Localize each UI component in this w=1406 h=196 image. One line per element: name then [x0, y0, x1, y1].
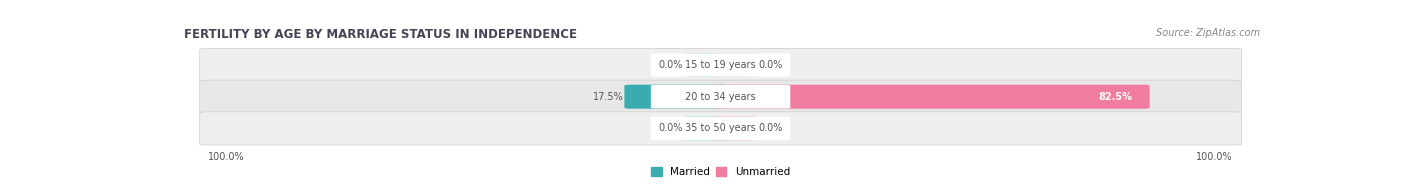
Text: 0.0%: 0.0%	[759, 123, 783, 133]
FancyBboxPatch shape	[683, 53, 727, 77]
Text: 20 to 34 years: 20 to 34 years	[685, 92, 756, 102]
FancyBboxPatch shape	[624, 85, 727, 109]
Text: Source: ZipAtlas.com: Source: ZipAtlas.com	[1156, 28, 1260, 38]
Text: FERTILITY BY AGE BY MARRIAGE STATUS IN INDEPENDENCE: FERTILITY BY AGE BY MARRIAGE STATUS IN I…	[184, 28, 578, 41]
Text: 0.0%: 0.0%	[658, 123, 682, 133]
FancyBboxPatch shape	[707, 54, 721, 76]
Text: 17.5%: 17.5%	[592, 92, 623, 102]
Text: 100.0%: 100.0%	[208, 152, 245, 162]
FancyBboxPatch shape	[721, 86, 734, 108]
FancyBboxPatch shape	[721, 54, 734, 76]
FancyBboxPatch shape	[714, 53, 758, 77]
Text: 35 to 50 years: 35 to 50 years	[685, 123, 756, 133]
FancyBboxPatch shape	[200, 48, 1241, 82]
FancyBboxPatch shape	[200, 112, 1241, 145]
Text: 0.0%: 0.0%	[759, 60, 783, 70]
Text: 15 to 19 years: 15 to 19 years	[685, 60, 756, 70]
FancyBboxPatch shape	[721, 117, 734, 140]
FancyBboxPatch shape	[651, 85, 790, 108]
FancyBboxPatch shape	[651, 117, 790, 140]
FancyBboxPatch shape	[200, 80, 1241, 113]
Text: 82.5%: 82.5%	[1098, 92, 1132, 102]
FancyBboxPatch shape	[714, 116, 758, 140]
Legend: Married, Unmarried: Married, Unmarried	[651, 167, 790, 177]
FancyBboxPatch shape	[707, 86, 721, 108]
FancyBboxPatch shape	[707, 117, 721, 140]
FancyBboxPatch shape	[714, 85, 1150, 109]
FancyBboxPatch shape	[683, 116, 727, 140]
Text: 100.0%: 100.0%	[1197, 152, 1233, 162]
FancyBboxPatch shape	[651, 53, 790, 77]
Text: 0.0%: 0.0%	[658, 60, 682, 70]
